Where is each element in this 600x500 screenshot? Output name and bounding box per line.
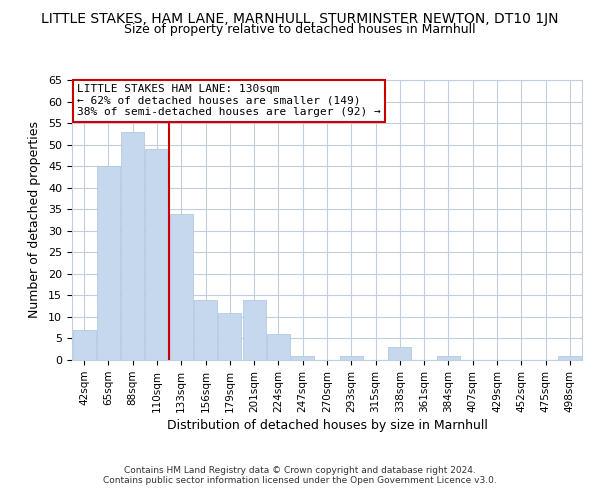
Bar (340, 356, 363, 360)
Bar (267, 334, 290, 360)
Bar (242, 300, 266, 360)
Y-axis label: Number of detached properties: Number of detached properties (28, 122, 41, 318)
Bar (170, 214, 193, 360)
Bar (121, 132, 144, 360)
Text: Size of property relative to detached houses in Marnhull: Size of property relative to detached ho… (124, 22, 476, 36)
Bar (291, 356, 314, 360)
Bar (194, 300, 217, 360)
Text: Contains HM Land Registry data © Crown copyright and database right 2024.
Contai: Contains HM Land Registry data © Crown c… (103, 466, 497, 485)
Text: LITTLE STAKES HAM LANE: 130sqm
← 62% of detached houses are smaller (149)
38% of: LITTLE STAKES HAM LANE: 130sqm ← 62% of … (77, 84, 381, 117)
Bar (97, 166, 120, 360)
Bar (145, 149, 169, 360)
Bar (559, 356, 581, 360)
Text: LITTLE STAKES, HAM LANE, MARNHULL, STURMINSTER NEWTON, DT10 1JN: LITTLE STAKES, HAM LANE, MARNHULL, STURM… (41, 12, 559, 26)
Bar (388, 347, 412, 360)
Bar (73, 330, 95, 360)
Bar (218, 312, 241, 360)
Bar (437, 356, 460, 360)
X-axis label: Distribution of detached houses by size in Marnhull: Distribution of detached houses by size … (167, 419, 487, 432)
